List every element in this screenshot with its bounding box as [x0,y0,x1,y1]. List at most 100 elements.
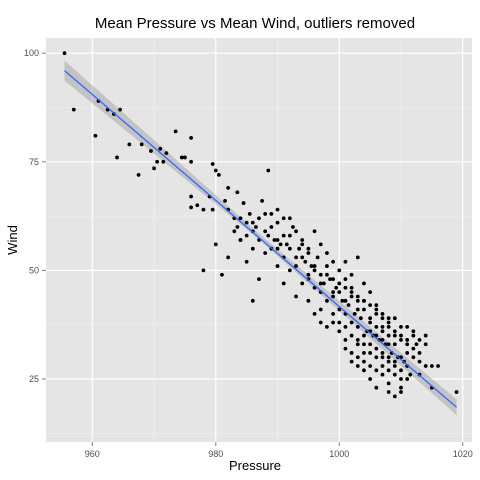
data-point [281,233,286,238]
data-point [355,342,360,347]
data-point [312,264,317,268]
fit-line [64,70,457,408]
data-point [315,255,320,260]
data-point [294,229,298,234]
data-point [368,364,373,368]
data-point [266,168,271,173]
data-point [291,225,295,229]
data-point [355,324,360,329]
data-point [306,272,311,277]
data-point [386,316,391,321]
data-point [235,225,240,229]
scatter-points [62,51,459,399]
data-point [346,303,351,308]
data-point [263,229,268,234]
data-point [386,368,391,373]
data-point [374,368,379,373]
data-point [257,216,261,221]
data-point [127,142,132,147]
data-point [201,268,206,273]
data-point [210,207,215,212]
data-point [250,298,255,303]
data-point [275,220,280,225]
axis-ticks: 960 980 1000 1020 25 50 75 100 [24,48,473,459]
data-point [337,307,342,312]
data-point [349,320,354,325]
data-point [423,342,428,347]
data-point [337,268,342,273]
data-point [325,324,329,329]
data-point [392,364,397,368]
y-tick-label: 100 [24,48,39,58]
data-point [392,372,397,377]
data-point [386,390,391,394]
data-point [306,298,311,303]
data-point [386,320,391,325]
data-point [300,255,305,260]
data-point [349,272,354,277]
data-point [201,207,206,212]
data-point [235,190,240,195]
data-point [318,242,323,247]
data-point [429,364,434,368]
data-point [454,390,459,394]
data-point [380,316,385,321]
data-point [349,351,354,355]
data-point [136,172,141,177]
data-point [173,129,178,134]
data-point [408,372,413,377]
data-point [272,238,277,242]
data-point [343,298,348,303]
data-point [405,377,410,381]
data-point [278,242,283,247]
data-point [71,107,76,112]
data-point [263,212,268,216]
data-point [297,246,302,251]
data-point [294,294,298,299]
data-point [118,107,122,112]
data-point [331,311,335,316]
data-point [337,290,342,295]
data-point [355,255,360,260]
data-point [405,342,410,347]
data-point [331,294,335,299]
data-point [399,338,403,342]
data-point [287,233,292,238]
data-point [334,285,339,290]
data-point [241,201,246,205]
data-point [260,199,264,203]
x-tick-label: 1000 [329,449,349,459]
data-point [275,264,280,268]
data-point [250,220,255,225]
data-point [362,342,366,347]
data-point [226,185,231,190]
data-point [349,333,354,338]
data-point [355,307,360,312]
data-point [399,324,403,329]
data-point [331,259,335,264]
chart-title: Mean Pressure vs Mean Wind, outliers rem… [95,15,415,32]
data-point [263,251,268,255]
data-point [374,307,379,312]
data-point [189,205,193,210]
data-point [220,272,224,277]
data-point [362,351,366,355]
data-point [399,390,403,394]
data-point [152,166,156,171]
data-point [411,329,416,334]
data-point [417,351,422,355]
data-point [325,251,329,255]
data-point [257,277,261,281]
data-point [155,159,160,164]
data-point [414,342,419,347]
data-point [423,364,428,368]
data-point [306,246,311,251]
data-point [380,338,385,342]
data-point [349,294,354,299]
data-point [238,216,243,221]
data-point [392,329,397,334]
data-point [380,351,385,355]
data-point [355,338,360,342]
data-point [312,311,317,316]
